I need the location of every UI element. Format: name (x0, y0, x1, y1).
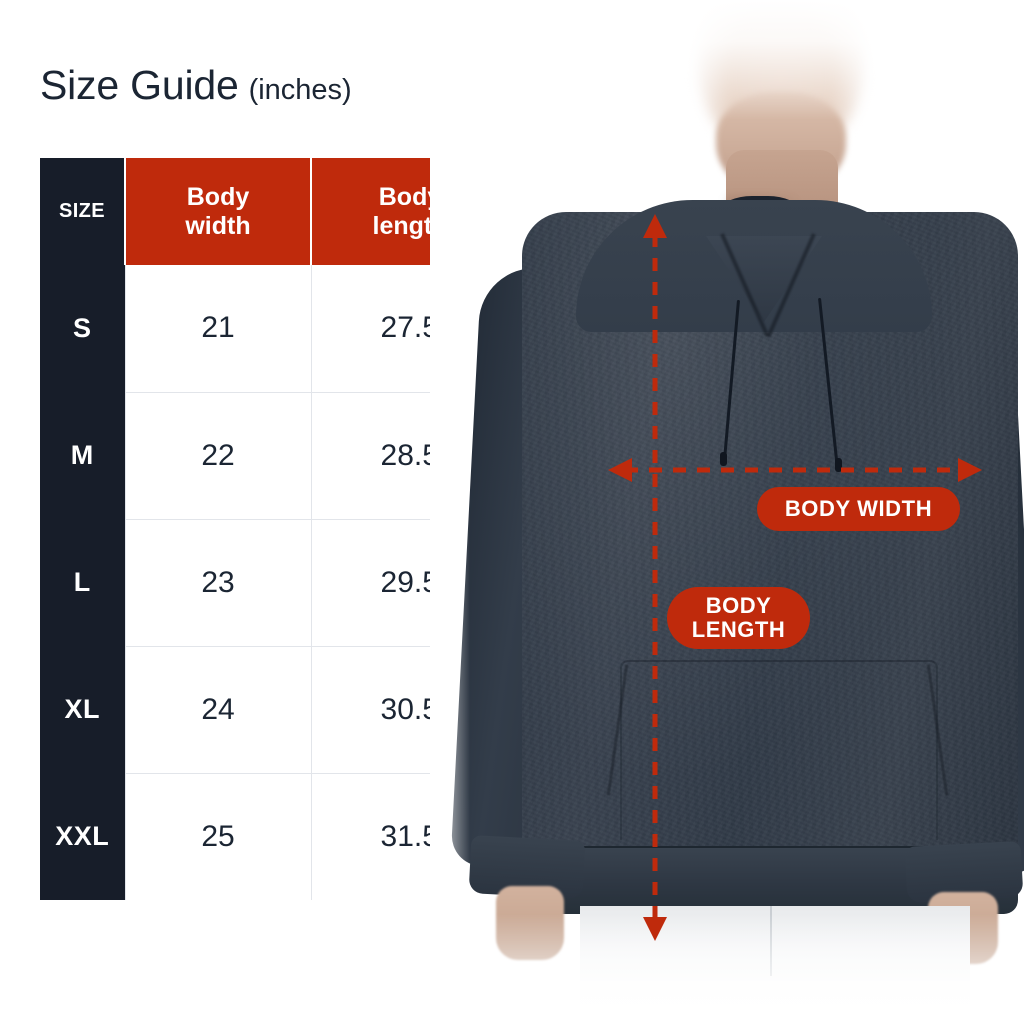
cell-body-width: 22 (124, 392, 311, 520)
header-body-width-line2: width (185, 211, 251, 240)
cell-size: XL (40, 646, 125, 773)
body-width-label-badge: BODY WIDTH (757, 487, 960, 531)
photo-fade-left (430, 0, 470, 1024)
cell-body-width: 23 (124, 519, 311, 647)
body-length-label-badge: BODY LENGTH (667, 587, 810, 649)
drawstring-tip-right (835, 458, 842, 472)
cell-body-width: 25 (124, 773, 311, 900)
cell-size: L (40, 519, 125, 646)
header-body-width-line1: Body (186, 182, 250, 211)
header-body-width: Body width (124, 158, 311, 265)
page-title-unit: (inches) (248, 74, 352, 106)
body-length-label-line1: BODY (705, 593, 772, 619)
model-pants-seam (770, 906, 772, 976)
header-size: SIZE (40, 158, 125, 265)
model-hand-left (496, 886, 564, 960)
model-pants (580, 906, 970, 1024)
cell-body-width: 24 (124, 646, 311, 774)
kangaroo-pocket (620, 660, 938, 840)
cell-size: S (40, 265, 125, 392)
body-width-label-text: BODY WIDTH (784, 496, 933, 522)
page-title-main: Size Guide (40, 62, 239, 108)
drawstring-tip-left (720, 452, 727, 466)
cell-size: XXL (40, 773, 125, 900)
body-length-label-line2: LENGTH (691, 617, 786, 642)
cell-size: M (40, 392, 125, 519)
page-title: Size Guide (inches) (40, 62, 352, 109)
cell-body-width: 21 (124, 265, 311, 393)
